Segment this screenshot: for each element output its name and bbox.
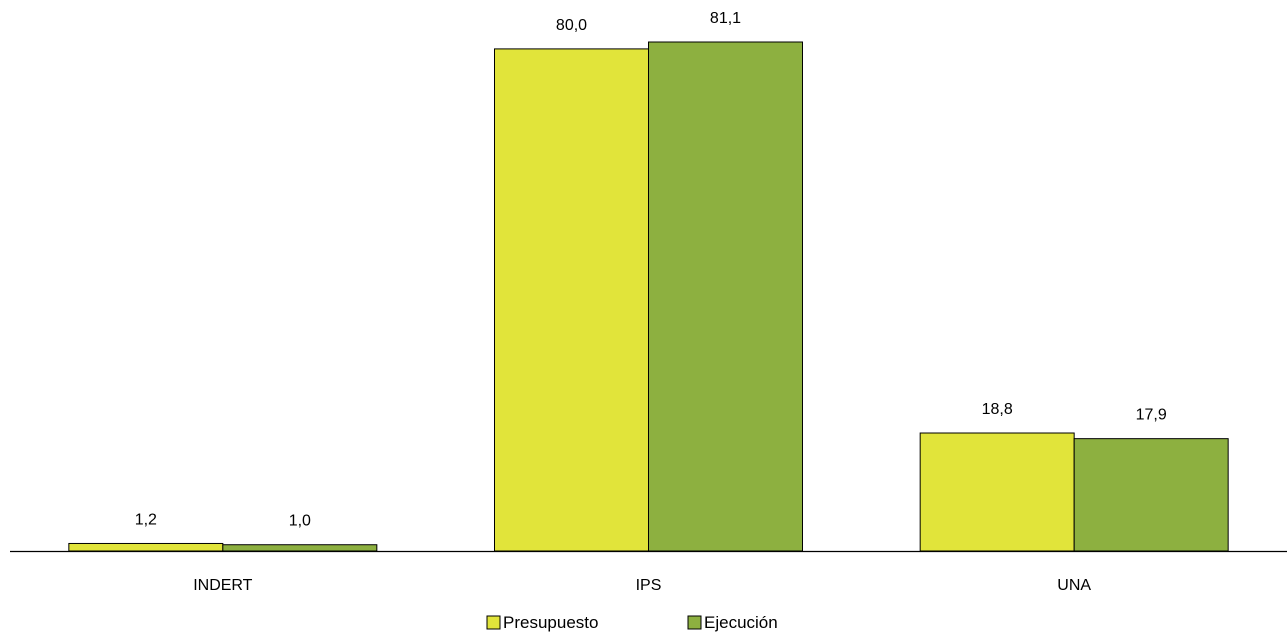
category-label: UNA xyxy=(1057,577,1091,594)
bar-indert-presupuesto xyxy=(68,542,224,552)
bars-group xyxy=(68,41,1229,552)
data-label: 81,1 xyxy=(710,10,741,27)
data-label: 17,9 xyxy=(1136,407,1167,424)
legend: Presupuesto Ejecución xyxy=(486,613,778,632)
legend-label-presupuesto: Presupuesto xyxy=(503,613,598,632)
bar-una-ejecucion xyxy=(1073,438,1229,552)
data-label: 18,8 xyxy=(982,401,1013,418)
category-label: IPS xyxy=(636,577,662,594)
bar-ips-presupuesto xyxy=(494,48,649,552)
data-label: 80,0 xyxy=(556,17,587,34)
data-label: 1,2 xyxy=(135,511,157,528)
bar-una-presupuesto xyxy=(919,432,1075,552)
value-labels-group: 1,2 1,0 80,0 81,1 18,8 17,9 xyxy=(135,10,1167,530)
bar-indert-ejecucion xyxy=(222,544,378,552)
category-label: INDERT xyxy=(193,577,252,594)
bar-ips-ejecucion xyxy=(648,41,803,552)
category-labels-group: INDERT IPS UNA xyxy=(193,577,1091,594)
data-label: 1,0 xyxy=(289,513,311,530)
legend-label-ejecucion: Ejecución xyxy=(704,613,778,632)
legend-swatch-presupuesto xyxy=(486,615,501,630)
legend-swatch-ejecucion xyxy=(687,615,702,630)
